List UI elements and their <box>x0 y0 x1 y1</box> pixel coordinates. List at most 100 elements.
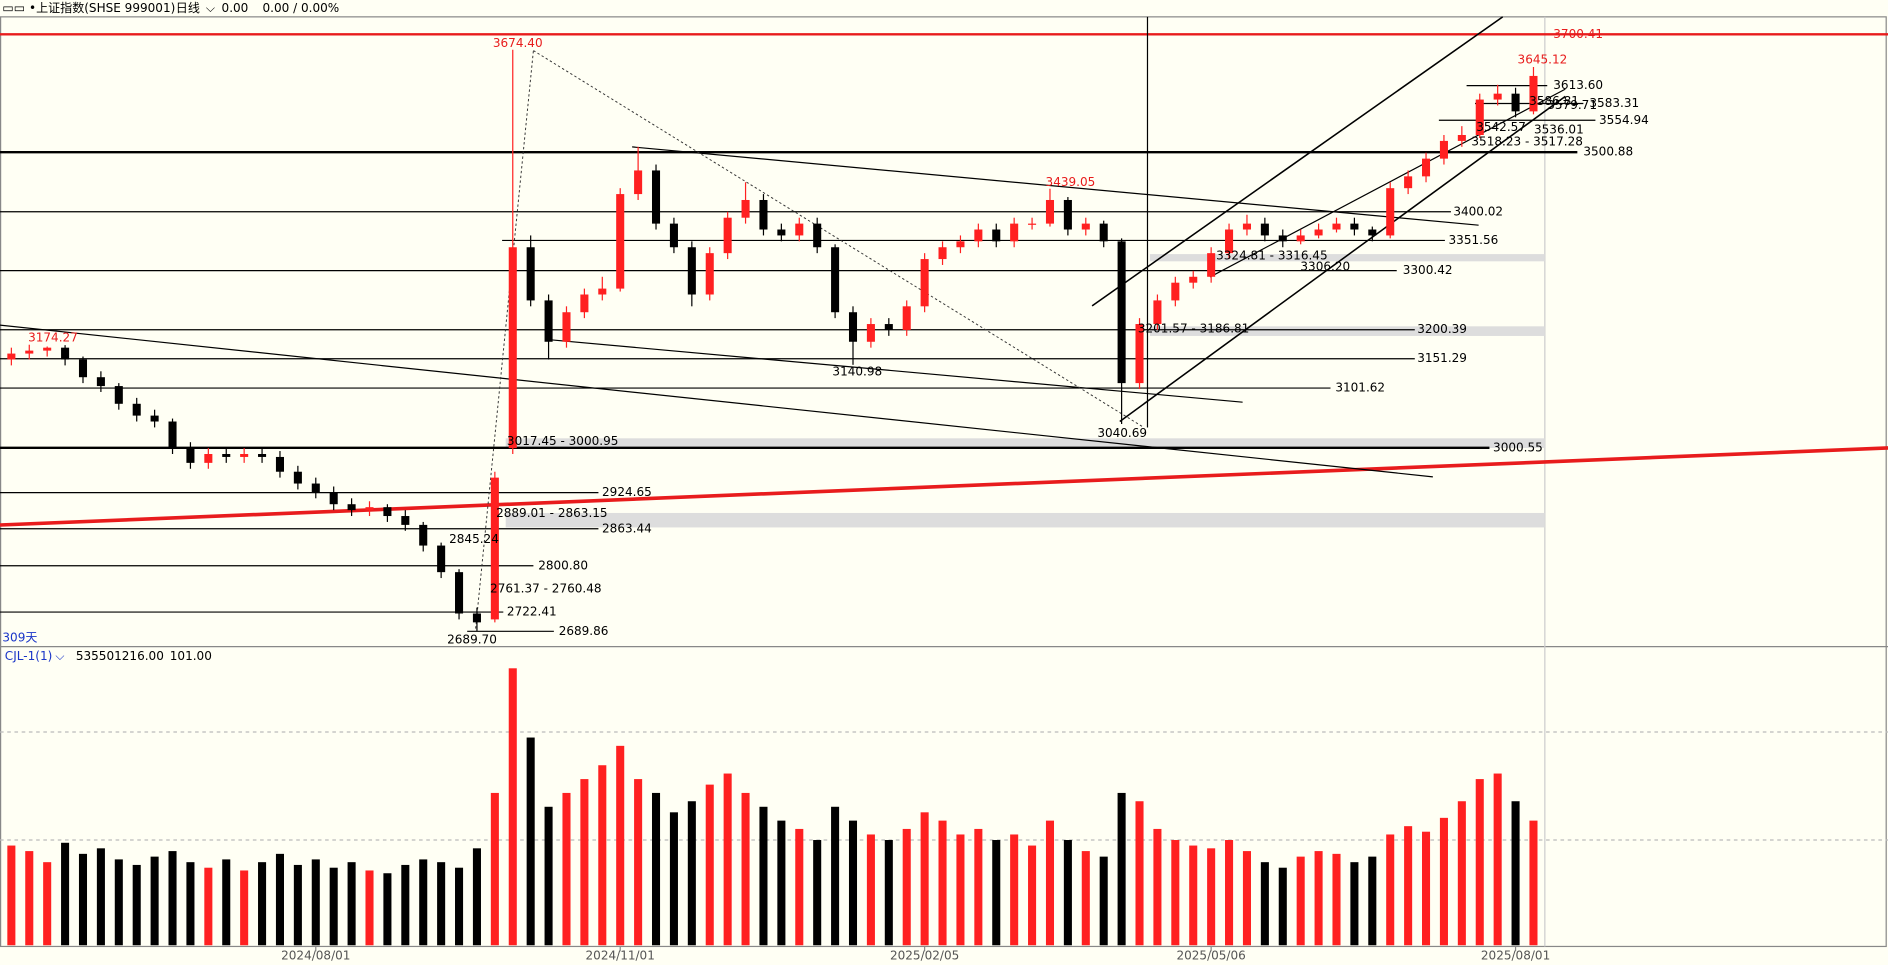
volume-bar <box>544 806 553 946</box>
volume-bar <box>1045 820 1055 946</box>
candle-body <box>1153 300 1162 325</box>
period-dropdown[interactable]: ⌵ <box>206 1 215 15</box>
candle-body <box>1081 223 1090 230</box>
volume-bar <box>455 867 464 946</box>
volume-bar <box>114 859 123 946</box>
volume-bar <box>723 773 732 946</box>
candle-body <box>938 247 947 260</box>
price-annotation: 3201.57 - 3186.81 <box>1138 322 1249 336</box>
x-tick-label: 2025/02/05 <box>890 949 959 963</box>
volume-bar <box>1225 840 1234 946</box>
volume-bar <box>204 867 213 946</box>
candle-body <box>114 386 123 404</box>
volume-bar <box>938 820 947 946</box>
candle-body <box>437 545 446 573</box>
level-label: 3500.88 <box>1583 145 1633 159</box>
candle-body <box>1404 176 1413 189</box>
candle-body <box>1028 223 1037 225</box>
price-annotation: 3542.57 <box>1476 120 1526 134</box>
x-tick-label: 2025/05/06 <box>1176 949 1245 963</box>
level-label: 2689.86 <box>559 624 609 638</box>
toolbar-icon[interactable]: ▭▭ • <box>2 1 36 15</box>
level-label: 3400.02 <box>1453 204 1503 218</box>
candle-body <box>25 350 34 354</box>
volume-bar <box>813 840 822 946</box>
candle-body <box>472 613 481 623</box>
level-label: 3351.56 <box>1449 233 1499 247</box>
candle-body <box>723 217 732 254</box>
candle-body <box>1117 241 1126 384</box>
volume-bar <box>1242 851 1251 946</box>
volume-bar <box>1511 801 1520 946</box>
candle-body <box>293 471 302 484</box>
volume-bar <box>884 840 893 946</box>
volume-bar <box>920 812 929 946</box>
candle-body <box>1063 199 1072 230</box>
volume-bar <box>1422 831 1431 946</box>
period[interactable]: 日线 <box>176 1 200 15</box>
candle-body <box>1422 158 1431 177</box>
candle-body <box>956 241 965 248</box>
volume-bar <box>419 859 428 946</box>
x-tick-label: 2024/08/01 <box>281 949 350 963</box>
volume-bar <box>347 862 356 946</box>
candle-body <box>1511 93 1520 112</box>
candle-body <box>562 312 571 342</box>
candle-body <box>7 353 16 360</box>
volume-bar <box>78 853 88 946</box>
price-annotation: 2889.01 - 2863.15 <box>496 506 607 520</box>
candle-body <box>651 170 661 224</box>
candle-body <box>902 306 911 330</box>
candle-body <box>1010 223 1019 242</box>
candle-body <box>1045 199 1055 224</box>
volume-bar <box>705 784 714 946</box>
candle-body <box>526 247 535 301</box>
x-tick-label: 2024/11/01 <box>586 949 655 963</box>
candle-body <box>1225 229 1234 254</box>
volume-bar <box>258 862 267 946</box>
level-label: 3101.62 <box>1335 381 1385 395</box>
volume-bar <box>848 820 858 946</box>
candle-body <box>616 194 625 289</box>
price-annotation: 3579.71 <box>1547 98 1597 112</box>
candle-body <box>866 324 875 342</box>
candle-body <box>186 448 195 463</box>
price-annotation: 2845.24 <box>449 532 499 546</box>
volume-bar <box>777 820 786 946</box>
level-label: 2924.65 <box>602 485 652 499</box>
candle-body <box>1260 223 1269 236</box>
candle-body <box>992 229 1001 242</box>
volume-bar <box>831 806 840 946</box>
candle-body <box>275 456 284 472</box>
price-annotation: 3518.23 - 3517.28 <box>1471 134 1582 148</box>
volume-bar <box>795 828 804 946</box>
candle-body <box>419 524 428 546</box>
volume-bar <box>150 856 159 946</box>
zone <box>1149 254 1545 262</box>
candle-body <box>1439 140 1448 159</box>
volume-bar <box>1529 820 1538 946</box>
volume-bar <box>365 870 374 946</box>
candle-body <box>1278 235 1287 242</box>
indicator-name[interactable]: CJL-1(1) <box>5 649 52 663</box>
level-label: 3554.94 <box>1599 113 1649 127</box>
level-label: 3300.42 <box>1403 263 1453 277</box>
candle-body <box>1529 75 1538 112</box>
candle-body <box>777 229 786 236</box>
candle-body <box>544 300 553 342</box>
volume-bar <box>669 812 678 946</box>
price-annotation: 3324.81 - 3316.45 <box>1216 249 1327 263</box>
price-annotation: 3674.40 <box>493 36 543 50</box>
volume-bar <box>1314 851 1323 946</box>
indicator-dropdown[interactable]: ⌵ <box>55 649 64 663</box>
volume-bar <box>437 862 446 946</box>
candle-body <box>848 312 858 342</box>
volume-bar <box>1135 801 1144 946</box>
volume-bar <box>383 873 392 946</box>
symbol[interactable]: 上证指数(SHSE 999001) <box>36 0 175 15</box>
candle-body <box>634 170 643 195</box>
volume-bar <box>759 806 768 946</box>
level-label: 3200.39 <box>1417 322 1467 336</box>
